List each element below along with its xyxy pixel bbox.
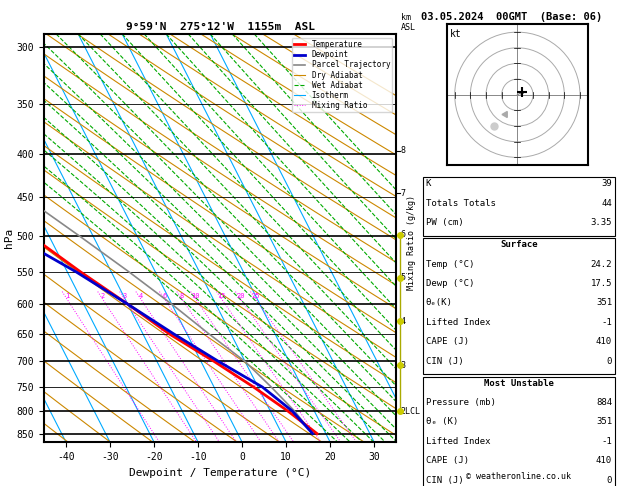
- Text: 2LCL: 2LCL: [401, 407, 421, 416]
- Text: θₑ (K): θₑ (K): [426, 417, 458, 427]
- Text: km
ASL: km ASL: [401, 13, 416, 32]
- Text: 2: 2: [101, 293, 105, 299]
- Text: 410: 410: [596, 456, 612, 466]
- Text: 1: 1: [65, 293, 69, 299]
- Text: -1: -1: [601, 318, 612, 327]
- Text: kt: kt: [450, 29, 462, 38]
- Text: -1: -1: [601, 437, 612, 446]
- Text: Temp (°C): Temp (°C): [426, 260, 474, 269]
- Text: 24.2: 24.2: [591, 260, 612, 269]
- Text: 20: 20: [237, 293, 245, 299]
- Text: θₑ(K): θₑ(K): [426, 298, 453, 308]
- Text: 4: 4: [139, 293, 143, 299]
- Text: PW (cm): PW (cm): [426, 218, 464, 227]
- Text: CAPE (J): CAPE (J): [426, 337, 469, 347]
- Text: 39: 39: [601, 179, 612, 189]
- Text: Surface: Surface: [500, 240, 538, 249]
- Text: Dewp (°C): Dewp (°C): [426, 279, 474, 288]
- Text: 3.35: 3.35: [591, 218, 612, 227]
- Text: 351: 351: [596, 298, 612, 308]
- Text: CIN (J): CIN (J): [426, 476, 464, 485]
- Text: 25: 25: [252, 293, 260, 299]
- Text: 8: 8: [180, 293, 184, 299]
- Text: 3: 3: [401, 361, 406, 370]
- Text: Lifted Index: Lifted Index: [426, 318, 491, 327]
- Text: K: K: [426, 179, 431, 189]
- Text: 7: 7: [401, 189, 406, 198]
- Text: 4: 4: [401, 317, 406, 326]
- Y-axis label: hPa: hPa: [4, 228, 14, 248]
- Text: 0: 0: [606, 357, 612, 366]
- Title: 9°59'N  275°12'W  1155m  ASL: 9°59'N 275°12'W 1155m ASL: [126, 22, 314, 32]
- Text: 03.05.2024  00GMT  (Base: 06): 03.05.2024 00GMT (Base: 06): [421, 12, 603, 22]
- Text: 410: 410: [596, 337, 612, 347]
- Text: 0: 0: [606, 476, 612, 485]
- Text: Totals Totals: Totals Totals: [426, 199, 496, 208]
- Text: 17.5: 17.5: [591, 279, 612, 288]
- Text: 8: 8: [401, 146, 406, 155]
- Text: Lifted Index: Lifted Index: [426, 437, 491, 446]
- Text: Pressure (mb): Pressure (mb): [426, 398, 496, 407]
- Text: 6: 6: [162, 293, 167, 299]
- Text: 6: 6: [401, 230, 406, 240]
- Text: 351: 351: [596, 417, 612, 427]
- Text: 10: 10: [192, 293, 200, 299]
- Legend: Temperature, Dewpoint, Parcel Trajectory, Dry Adiabat, Wet Adiabat, Isotherm, Mi: Temperature, Dewpoint, Parcel Trajectory…: [292, 38, 392, 112]
- Text: CIN (J): CIN (J): [426, 357, 464, 366]
- Text: 15: 15: [218, 293, 226, 299]
- Text: 44: 44: [601, 199, 612, 208]
- Text: Most Unstable: Most Unstable: [484, 379, 554, 388]
- Text: 5: 5: [401, 274, 406, 282]
- Text: Mixing Ratio (g/kg): Mixing Ratio (g/kg): [408, 195, 416, 291]
- X-axis label: Dewpoint / Temperature (°C): Dewpoint / Temperature (°C): [129, 468, 311, 478]
- Text: 3: 3: [123, 293, 127, 299]
- Text: © weatheronline.co.uk: © weatheronline.co.uk: [467, 472, 571, 481]
- Text: 884: 884: [596, 398, 612, 407]
- Text: CAPE (J): CAPE (J): [426, 456, 469, 466]
